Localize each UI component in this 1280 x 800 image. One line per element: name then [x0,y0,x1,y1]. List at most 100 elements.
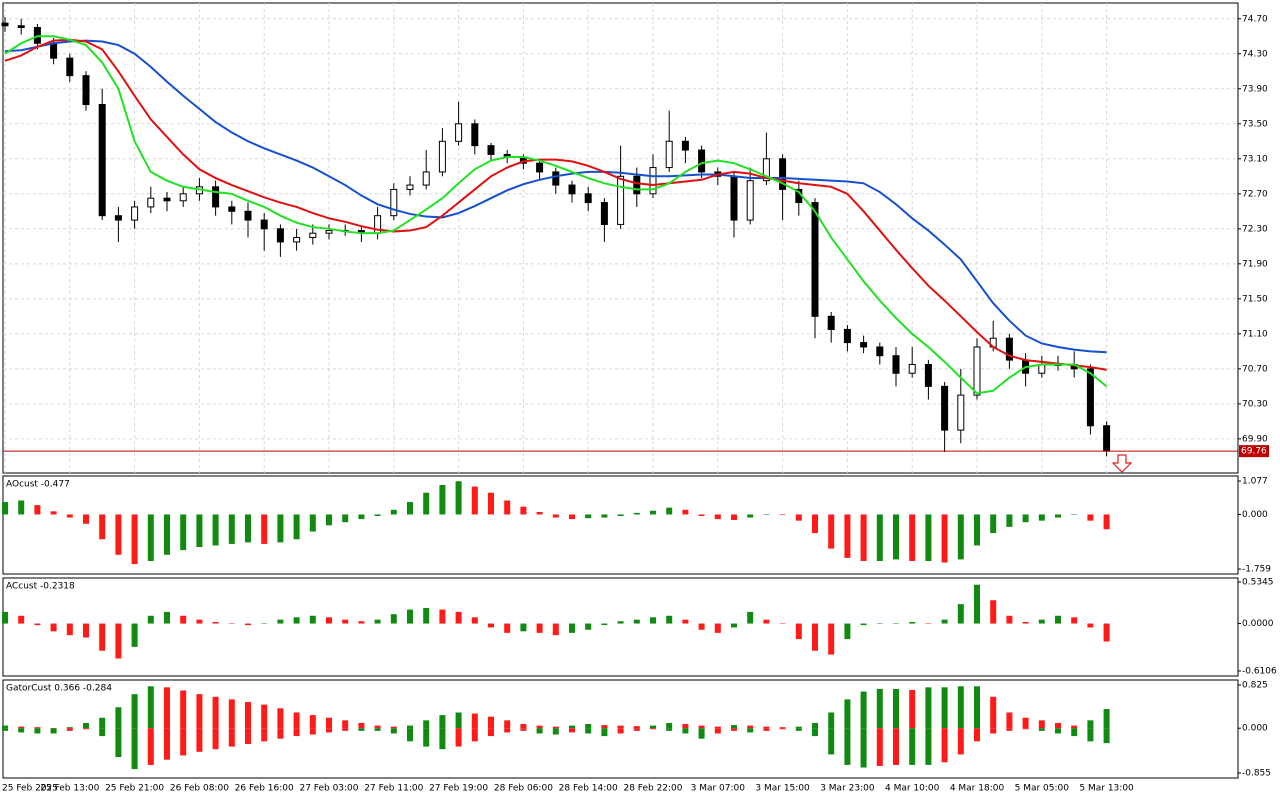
histogram-bar [552,623,559,636]
gator-bar [520,728,527,731]
gator-bar [569,725,575,729]
histogram-bar [844,623,851,640]
gator-bar [342,728,349,731]
candle-body [730,175,738,221]
histogram-bar [1022,621,1029,624]
candle-body [973,346,981,396]
histogram-bar [601,623,608,626]
gator-bar [99,717,106,729]
candle-body [843,328,851,344]
histogram-bar [83,514,89,524]
candle-body [536,162,544,173]
gator-bar [682,724,689,729]
histogram-bar [439,484,446,515]
gator-bar [50,728,57,734]
candle-body [876,346,884,357]
gator-bar [698,725,705,729]
gator-bar [909,728,916,765]
candle-body [66,57,74,77]
gator-bar [131,728,138,770]
histogram-bar [763,514,770,515]
x-tick-label: 27 Feb 03:00 [299,784,358,794]
histogram-bar [893,514,899,560]
histogram-bar [520,506,527,515]
gator-bar [650,725,656,729]
candle-body [406,184,414,190]
histogram-bar [34,505,41,515]
histogram-bar [795,514,802,521]
gator-bar [633,728,640,731]
histogram-bar [439,609,446,624]
gator-bar [2,725,8,729]
candle-body [471,123,479,147]
candle-body [1103,425,1111,452]
y-tick-label: 0.5345 [1242,578,1274,588]
gator-bar [666,728,673,731]
gator-bar [228,728,235,747]
histogram-bar [407,609,413,624]
candle-body [892,355,900,374]
price-tag [1239,445,1269,458]
histogram-bar [941,619,948,624]
gator-bar [83,722,89,729]
histogram-bar [309,514,316,532]
gator-bar [714,728,721,734]
moving-average [4,38,1107,371]
histogram-bar [909,621,916,624]
gator-bar [714,726,721,729]
histogram-bar [245,623,251,626]
histogram-bar [407,502,413,515]
x-tick-label: 28 Feb 14:00 [559,784,618,794]
gator-bar [1022,728,1029,730]
histogram-bar [957,514,964,560]
histogram-bar [1055,615,1061,624]
y-tick-label: -1.759 [1242,565,1271,575]
candle-body [50,42,58,59]
histogram-bar [876,514,883,561]
gator-bar [585,728,592,734]
gator-bar [115,728,122,758]
y-tick-label: 70.30 [1242,399,1268,409]
gator-bar [196,694,203,729]
histogram-bar [569,514,575,520]
histogram-bar [990,514,997,534]
histogram-bar [1038,619,1045,624]
histogram-bar [941,514,948,563]
gator-bar [957,686,964,729]
histogram-bar [66,623,73,636]
y-tick-label: 70.70 [1242,364,1268,374]
histogram-bar [828,623,835,655]
histogram-bar [763,619,770,624]
histogram-bar [925,623,932,625]
gator-bar [617,728,624,734]
gator-bar [212,696,219,729]
x-tick-label: 28 Feb 06:00 [494,784,553,794]
candle-body [827,315,835,330]
gator-bar [455,728,462,747]
y-tick-label: 74.30 [1242,49,1268,59]
gator-bar [423,720,430,729]
candle-body [924,363,932,387]
histogram-bar [196,514,203,548]
histogram-bar [974,514,980,546]
panel-frame [2,475,1239,575]
histogram-bar [423,492,430,515]
y-tick-label: 1.077 [1242,477,1268,487]
gator-bar [925,687,932,729]
y-tick-label: -0.855 [1242,769,1271,779]
gator-bar [569,728,575,733]
histogram-bar [1038,514,1045,521]
candle-body [293,237,301,243]
histogram-bar [731,514,737,521]
histogram-bar [1006,514,1013,527]
histogram-bar [455,481,462,515]
histogram-bar [471,486,478,515]
panel-frame [2,2,1239,474]
gator-bar [261,704,268,729]
candle-body [82,75,90,106]
histogram-bar [358,621,365,624]
indicator-label: ACcust -0.2318 [6,582,75,592]
gator-bar [1103,709,1110,729]
